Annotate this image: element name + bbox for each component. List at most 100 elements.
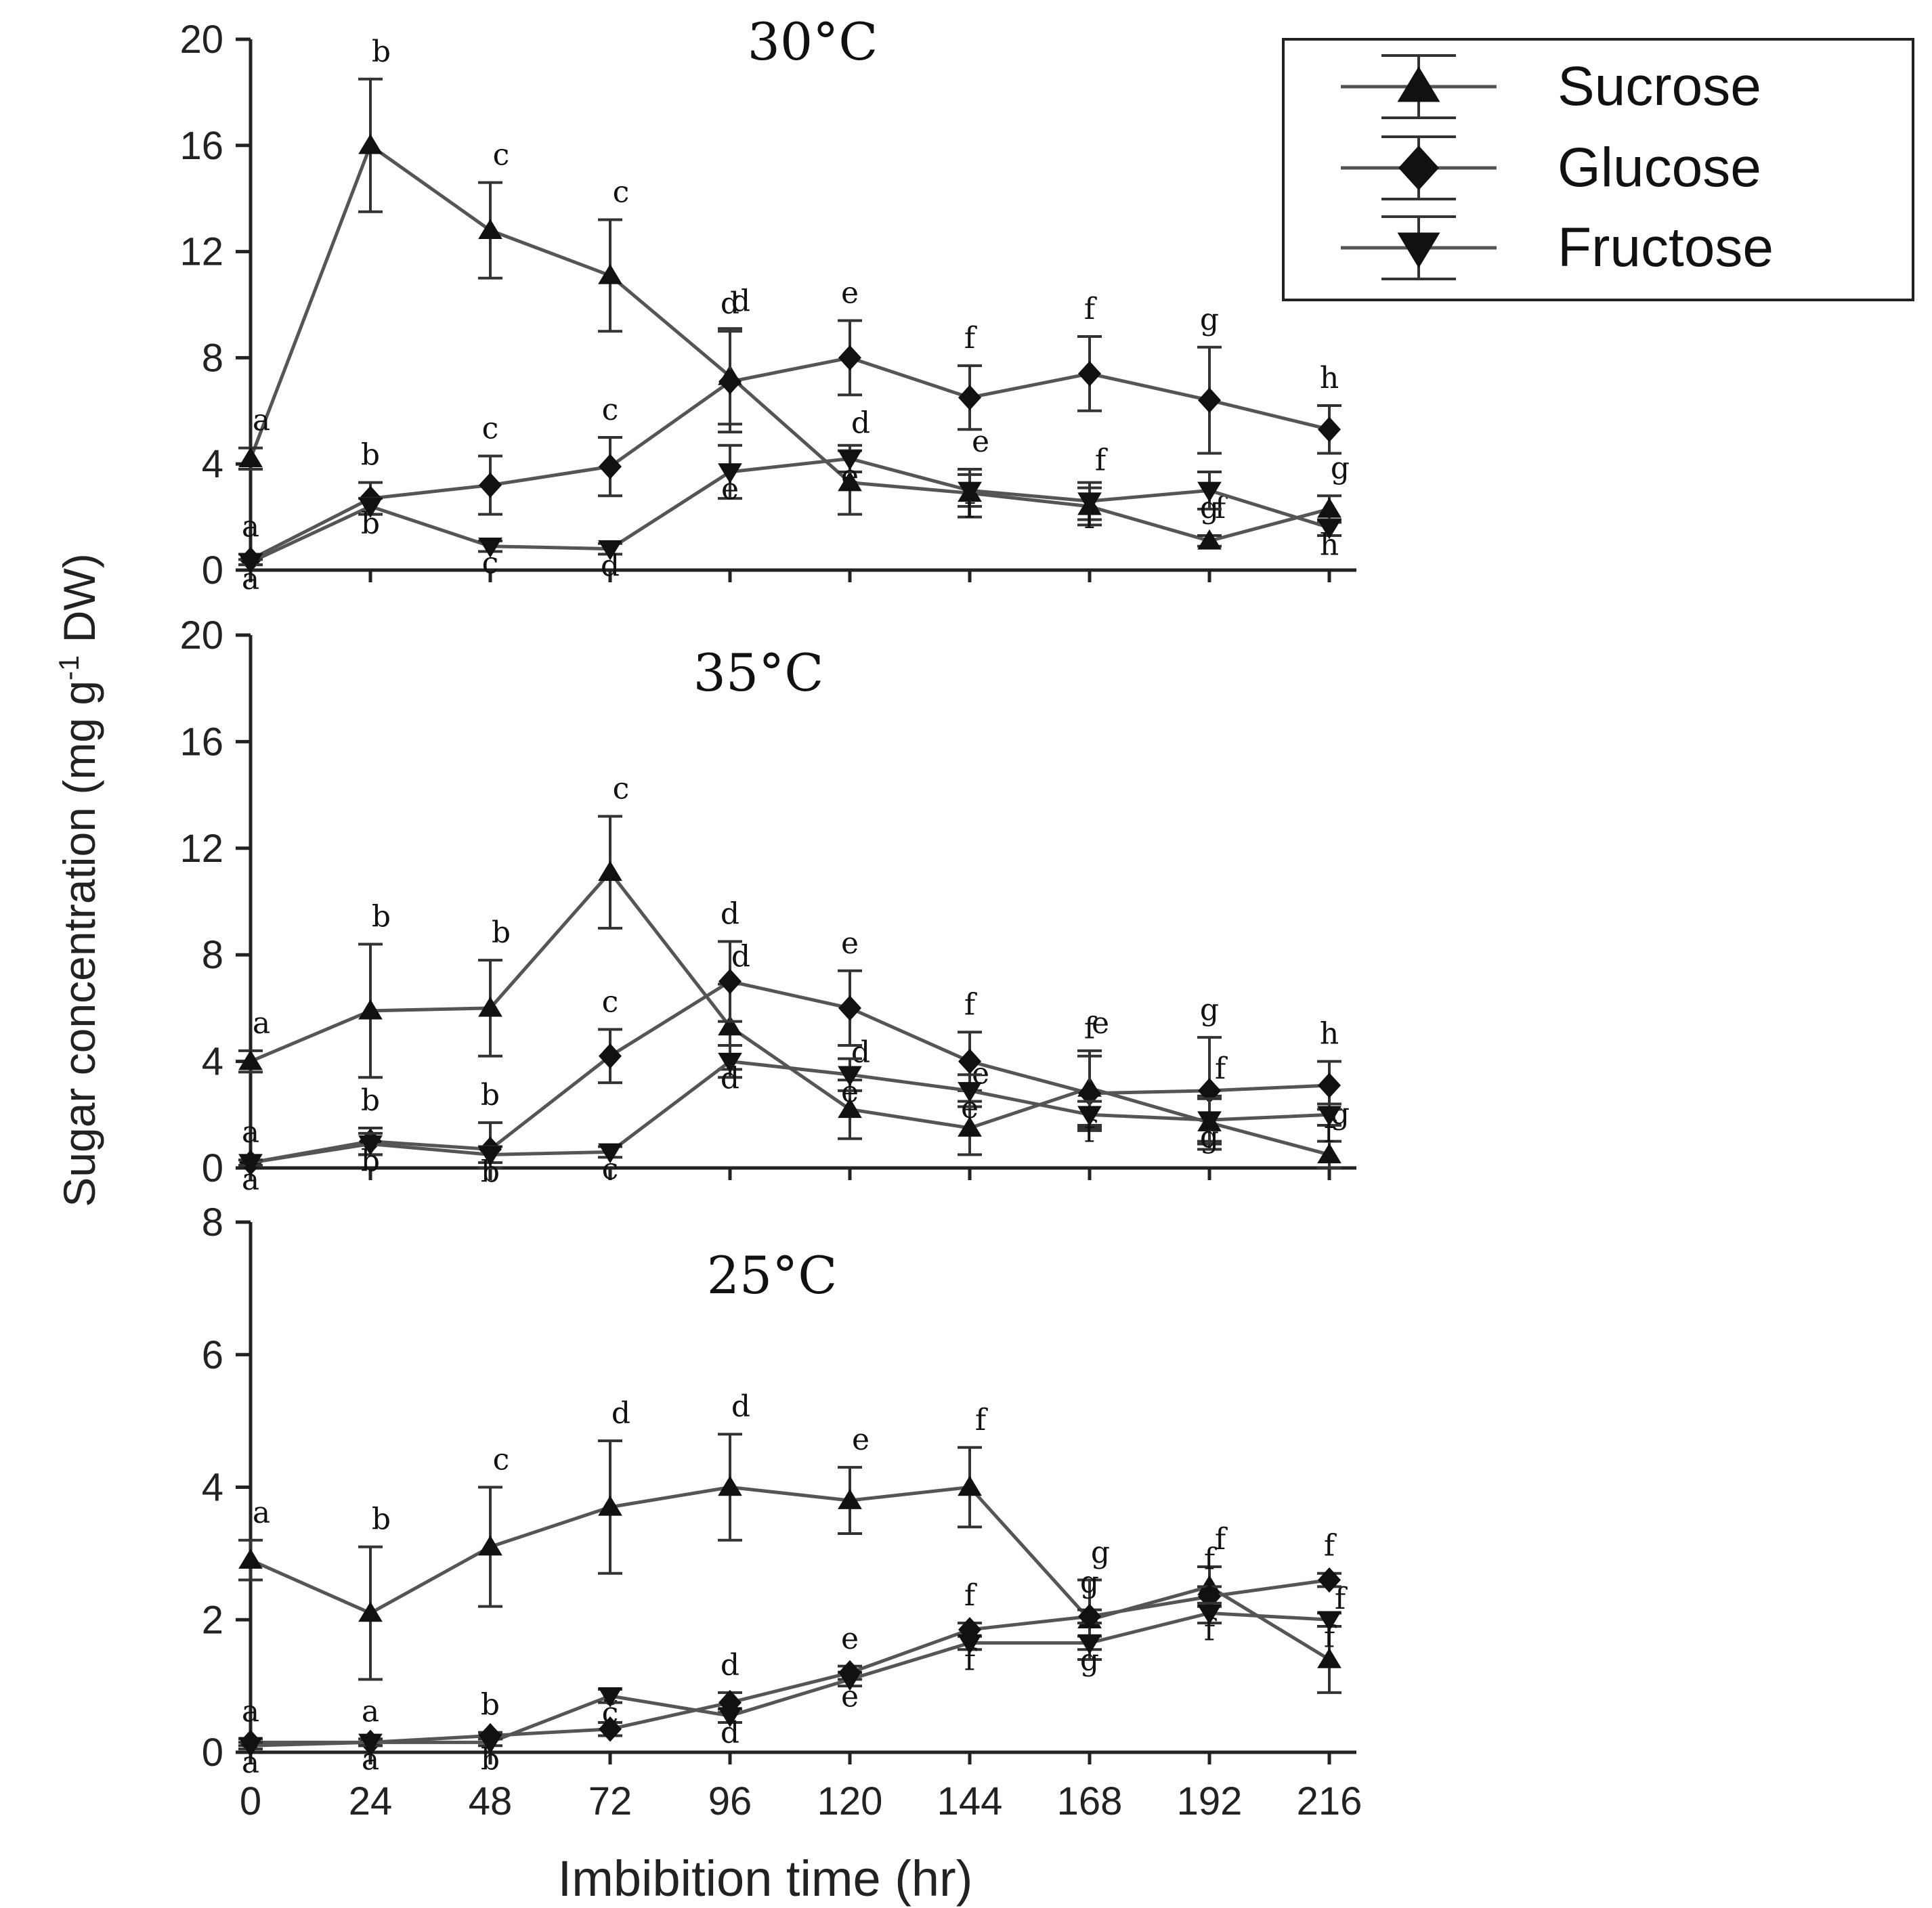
significance-letter: e: [961, 1091, 979, 1125]
data-point: [838, 1098, 862, 1119]
data-point: [478, 996, 502, 1017]
y-tick-label: 4: [202, 1040, 223, 1084]
significance-letter: f: [1215, 1051, 1228, 1086]
x-tick-label: 168: [1057, 1779, 1123, 1823]
significance-letter: c: [602, 1696, 619, 1731]
significance-letter: a: [242, 1694, 259, 1729]
significance-letter: f: [1324, 1620, 1337, 1654]
significance-letter: a: [253, 404, 270, 438]
significance-letter: f: [1324, 1114, 1337, 1149]
y-axis-label: Sugar concentration (mg g-1 DW): [53, 553, 104, 1207]
significance-letter: d: [721, 1062, 739, 1096]
significance-letter: h: [1320, 1017, 1339, 1051]
data-point: [1197, 1111, 1222, 1132]
data-point: [358, 1135, 383, 1156]
data-point: [838, 450, 862, 471]
series-line: [249, 1485, 1331, 1662]
significance-letter: e: [841, 926, 859, 961]
y-tick-label: 12: [179, 827, 223, 871]
data-point: [1197, 529, 1222, 550]
panel-title: 30°C: [748, 12, 878, 72]
panel-25c: 25°C 02468abcddefgffaabcdefgffaabcdefgff: [202, 1200, 1356, 1780]
data-point: [1317, 519, 1341, 540]
significance-letter: c: [602, 984, 619, 1019]
x-tick-label: 192: [1177, 1779, 1243, 1823]
data-point: [1318, 1072, 1341, 1098]
significance-letter: f: [964, 1578, 977, 1613]
significance-letter: e: [841, 1075, 859, 1109]
y-tick-label: 0: [202, 1731, 223, 1775]
significance-letter: b: [361, 1083, 380, 1118]
data-point: [1198, 387, 1221, 413]
significance-letter: e: [1092, 1006, 1109, 1041]
data-point: [478, 1535, 502, 1556]
significance-letter: a: [242, 1746, 259, 1780]
data-point: [479, 472, 502, 498]
significance-letter: a: [242, 509, 259, 544]
significance-letter: a: [362, 1742, 379, 1777]
data-point: [1078, 1603, 1101, 1630]
y-tick-label: 2: [202, 1598, 223, 1642]
data-point: [358, 498, 383, 518]
panel-title: 35°C: [693, 643, 824, 703]
data-point: [718, 368, 742, 395]
significance-letter: g: [1200, 303, 1219, 337]
data-point: [238, 1548, 263, 1569]
y-tick-label: 6: [202, 1333, 223, 1377]
data-point: [1078, 1081, 1101, 1106]
significance-letter: b: [492, 915, 511, 950]
y-tick-label: 20: [179, 613, 223, 657]
significance-letter: d: [721, 897, 739, 932]
significance-letter: b: [361, 438, 380, 473]
legend-label: Fructose: [1558, 217, 1774, 278]
significance-letter: a: [362, 1694, 379, 1729]
significance-letter: f: [964, 490, 977, 525]
significance-letter: e: [841, 1622, 859, 1656]
x-tick-label: 0: [240, 1779, 261, 1823]
data-point: [718, 1015, 742, 1036]
data-point: [238, 1737, 263, 1758]
data-point: [838, 995, 861, 1021]
significance-letter: g: [1080, 1565, 1099, 1600]
significance-letter: f: [964, 1643, 977, 1678]
significance-letter: d: [731, 939, 750, 974]
significance-letter: f: [1084, 1012, 1097, 1046]
significance-letter: b: [372, 899, 391, 934]
significance-letter: b: [361, 1144, 380, 1179]
significance-letter: b: [372, 1502, 391, 1537]
significance-letter: b: [481, 1154, 500, 1189]
data-point: [358, 133, 383, 154]
significance-letter: c: [602, 393, 619, 427]
data-point: [598, 1143, 622, 1164]
significance-letter: f: [964, 987, 977, 1022]
legend-label: Glucose: [1558, 137, 1761, 198]
data-point: [958, 1475, 982, 1496]
significance-letter: d: [601, 549, 620, 584]
data-point: [958, 1116, 982, 1137]
significance-letter: d: [721, 1716, 739, 1750]
significance-letter: a: [242, 1163, 259, 1197]
significance-letter: f: [964, 321, 977, 355]
significance-letter: f: [1204, 1613, 1217, 1647]
y-tick-label: 8: [202, 336, 223, 380]
data-point: [838, 471, 862, 492]
data-point: [598, 1687, 622, 1708]
x-tick-label: 144: [937, 1779, 1003, 1823]
significance-letter: e: [841, 276, 859, 311]
data-point: [838, 1489, 862, 1509]
data-point: [238, 447, 263, 468]
significance-letter: d: [721, 286, 739, 321]
significance-letter: b: [361, 506, 380, 541]
data-point: [478, 1146, 502, 1167]
significance-letter: b: [481, 1078, 500, 1112]
series-line: [249, 142, 1330, 543]
data-point: [718, 463, 742, 483]
series-line: [249, 355, 1330, 561]
data-point: [599, 1043, 622, 1069]
y-tick-label: 4: [202, 1466, 223, 1510]
significance-letter: b: [481, 1742, 500, 1777]
data-point: [1077, 1106, 1102, 1127]
